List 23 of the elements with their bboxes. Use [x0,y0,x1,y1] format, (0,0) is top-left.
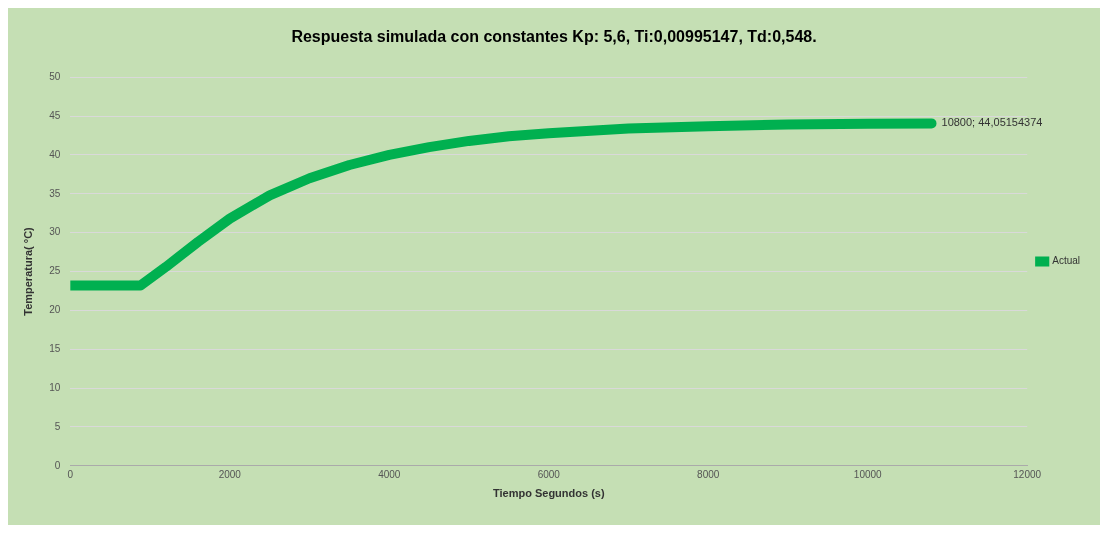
legend-label: Actual [1052,255,1080,267]
y-tick-label: 15 [49,342,61,354]
x-tick-label: 0 [67,468,74,480]
y-tick-label: 45 [49,109,61,121]
x-tick-label: 8000 [697,468,720,480]
y-axis-title: Temperatura( °C) [21,226,34,316]
x-tick-label: 12000 [1013,468,1042,480]
y-tick-label: 25 [49,265,61,277]
annotation: 10800; 44,05154374 [941,116,1043,129]
x-axis-title: Tiempo Segundos (s) [492,487,605,500]
chart-title: Respuesta simulada con constantes Kp: 5,6, Ti:0,00995147, Td:0,548. [291,28,817,46]
y-tick-label: 0 [54,459,61,471]
x-tick-label: 10000 [853,468,883,480]
y-tick-label: 40 [49,148,61,160]
x-tick-label: 4000 [378,468,401,480]
y-tick-label: 10 [49,381,61,393]
y-tick-label: 50 [49,70,61,82]
x-tick-label: 6000 [537,468,561,480]
y-tick-label: 20 [49,304,61,316]
y-tick-label: 30 [49,226,61,238]
y-tick-label: 5 [54,420,61,432]
y-tick-label: 35 [49,187,61,199]
x-tick-label: 2000 [218,468,242,480]
